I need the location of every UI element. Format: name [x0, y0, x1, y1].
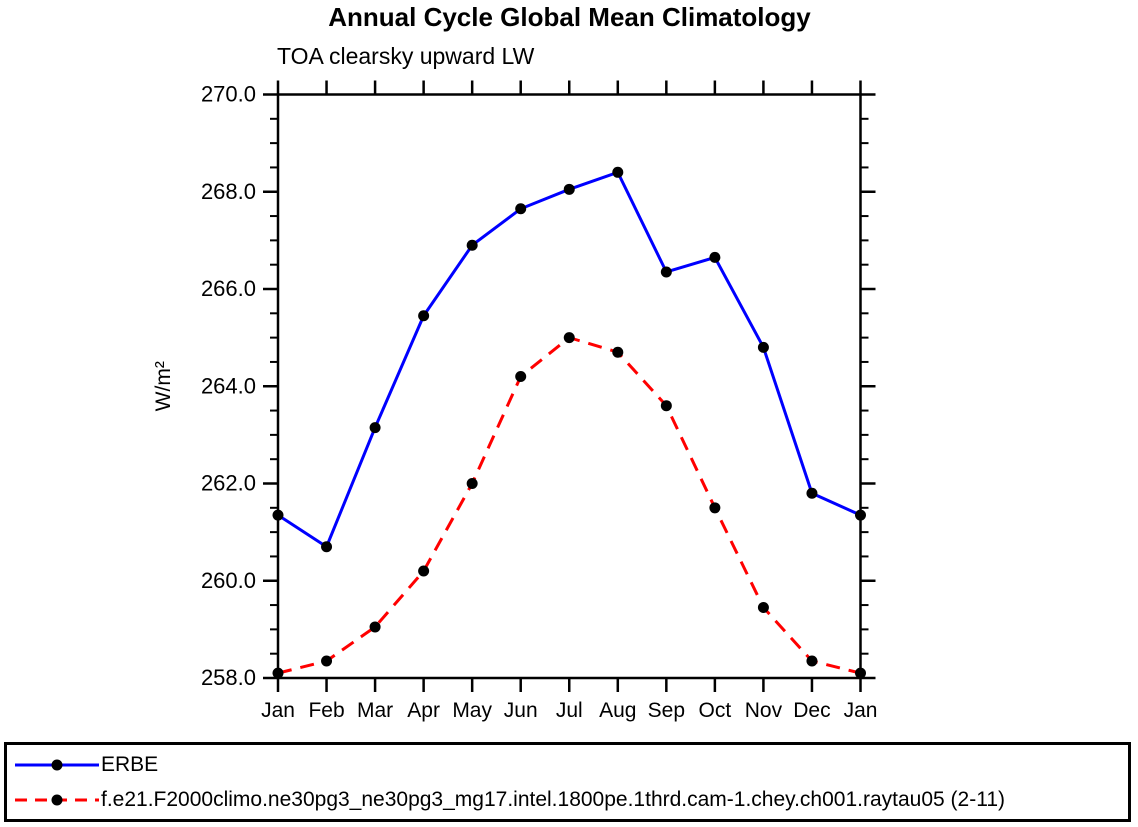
erbe-line-sample-icon — [15, 759, 99, 770]
data-point-marker-icon — [515, 371, 527, 383]
data-point-marker-icon — [466, 239, 478, 251]
series-1-line — [277, 335, 861, 675]
y-tick-label: 262.0 — [201, 471, 256, 496]
data-point-marker-icon — [321, 541, 333, 553]
plot-frame — [276, 93, 862, 680]
legend-box: ERBE f.e21.F2000climo.ne30pg3_ne30pg3_mg… — [4, 742, 1131, 822]
data-point-marker-icon — [757, 601, 769, 613]
data-point-marker-icon — [660, 400, 672, 412]
x-tick-label: Nov — [745, 699, 783, 722]
data-point-marker-icon — [515, 203, 527, 215]
series-1-markers — [272, 332, 866, 679]
data-point-marker-icon — [369, 422, 381, 434]
x-tick-label: Apr — [407, 699, 440, 722]
x-axis-tick-labels: Jan Feb Mar Apr May Jun Jul Aug Sep Oct Nov Dec Jan — [261, 699, 877, 722]
model-line-sample-icon — [15, 794, 99, 805]
y-tick-label: 266.0 — [201, 276, 256, 301]
y-tick-label: 264.0 — [201, 373, 256, 398]
y-axis-major-ticks — [263, 93, 876, 680]
erbe-sample-marker-icon — [51, 759, 63, 770]
data-point-marker-icon — [660, 266, 672, 278]
chart-title: Annual Cycle Global Mean Climatology — [328, 2, 811, 32]
data-point-marker-icon — [855, 509, 866, 521]
y-tick-label: 270.0 — [201, 82, 256, 107]
y-tick-label: 258.0 — [201, 665, 256, 690]
legend-label-model: f.e21.F2000climo.ne30pg3_ne30pg3_mg17.in… — [101, 787, 1006, 811]
y-axis-minor-ticks — [270, 117, 869, 655]
x-tick-label: Feb — [308, 699, 344, 722]
x-tick-label: May — [452, 699, 492, 722]
y-axis-title: W/m² — [152, 361, 175, 411]
x-tick-label: Mar — [357, 699, 393, 722]
data-point-marker-icon — [369, 621, 381, 633]
data-point-marker-icon — [612, 166, 624, 178]
data-point-marker-icon — [418, 565, 430, 577]
series-0-line — [277, 170, 862, 549]
data-point-marker-icon — [709, 502, 721, 514]
x-tick-label: Jul — [556, 699, 583, 722]
legend-entry-erbe: ERBE — [13, 747, 1128, 782]
legend-label-erbe: ERBE — [101, 752, 159, 776]
data-point-marker-icon — [418, 310, 430, 322]
x-axis-ticks — [276, 80, 862, 692]
legend-entry-model: f.e21.F2000climo.ne30pg3_ne30pg3_mg17.in… — [13, 782, 1128, 817]
data-point-marker-icon — [806, 487, 818, 499]
data-point-marker-icon — [272, 667, 284, 679]
chart-subtitle: TOA clearsky upward LW — [277, 43, 535, 69]
data-point-marker-icon — [272, 509, 284, 521]
data-point-marker-icon — [806, 655, 818, 667]
series-0-markers — [272, 166, 866, 553]
data-point-marker-icon — [563, 183, 575, 195]
y-tick-label: 268.0 — [201, 179, 256, 204]
data-point-marker-icon — [855, 667, 866, 679]
x-tick-label: Oct — [699, 699, 732, 722]
data-point-marker-icon — [757, 341, 769, 353]
data-point-marker-icon — [321, 655, 333, 667]
data-point-marker-icon — [563, 332, 575, 344]
model-sample-marker-icon — [51, 794, 63, 805]
x-tick-label: Jan — [261, 699, 295, 722]
x-tick-label: Jan — [844, 699, 878, 722]
x-tick-label: Sep — [648, 699, 685, 722]
data-point-marker-icon — [612, 346, 624, 358]
plot-area: 258.0 260.0 262.0 264.0 266.0 268.0 270.0 Jan Fe… — [152, 80, 877, 722]
data-point-marker-icon — [709, 251, 721, 263]
x-tick-label: Aug — [599, 699, 636, 722]
y-axis-tick-labels: 258.0 260.0 262.0 264.0 266.0 268.0 270.0 — [201, 82, 256, 691]
data-point-marker-icon — [466, 478, 478, 489]
x-tick-label: Dec — [793, 699, 830, 722]
x-tick-label: Jun — [504, 699, 538, 722]
y-tick-label: 260.0 — [201, 568, 256, 593]
